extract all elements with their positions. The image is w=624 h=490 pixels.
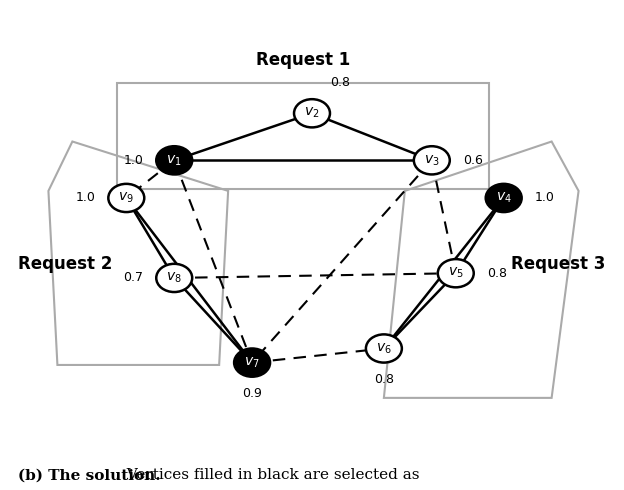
Circle shape <box>366 334 402 363</box>
Text: 0.7: 0.7 <box>123 271 143 284</box>
Circle shape <box>234 348 270 377</box>
Text: 1.0: 1.0 <box>535 192 555 204</box>
Text: 0.8: 0.8 <box>374 373 394 386</box>
Text: 1.0: 1.0 <box>76 192 95 204</box>
Circle shape <box>438 259 474 287</box>
Circle shape <box>156 264 192 292</box>
Text: 0.8: 0.8 <box>330 76 350 89</box>
Text: Request 3: Request 3 <box>511 255 605 273</box>
Text: $v_{4}$: $v_{4}$ <box>496 191 512 205</box>
Circle shape <box>294 99 330 127</box>
Text: Request 2: Request 2 <box>19 255 113 273</box>
Circle shape <box>485 184 522 212</box>
Text: $v_{5}$: $v_{5}$ <box>448 266 464 280</box>
Text: $v_{7}$: $v_{7}$ <box>245 355 260 370</box>
Text: (b) The solution.: (b) The solution. <box>19 468 161 483</box>
Text: Request 1: Request 1 <box>256 50 350 69</box>
Circle shape <box>414 146 450 174</box>
Text: $v_{1}$: $v_{1}$ <box>167 153 182 168</box>
Text: 1.0: 1.0 <box>123 154 143 167</box>
Text: 0.8: 0.8 <box>487 267 507 280</box>
Circle shape <box>109 184 144 212</box>
Text: $v_{6}$: $v_{6}$ <box>376 342 392 356</box>
Text: $v_{3}$: $v_{3}$ <box>424 153 439 168</box>
Text: $v_{2}$: $v_{2}$ <box>305 106 319 121</box>
Circle shape <box>156 146 192 174</box>
Text: Vertices filled in black are selected as: Vertices filled in black are selected as <box>117 468 420 483</box>
Text: 0.9: 0.9 <box>242 387 262 400</box>
Text: $v_{8}$: $v_{8}$ <box>167 271 182 285</box>
Text: 0.6: 0.6 <box>463 154 483 167</box>
Text: $v_{9}$: $v_{9}$ <box>119 191 134 205</box>
